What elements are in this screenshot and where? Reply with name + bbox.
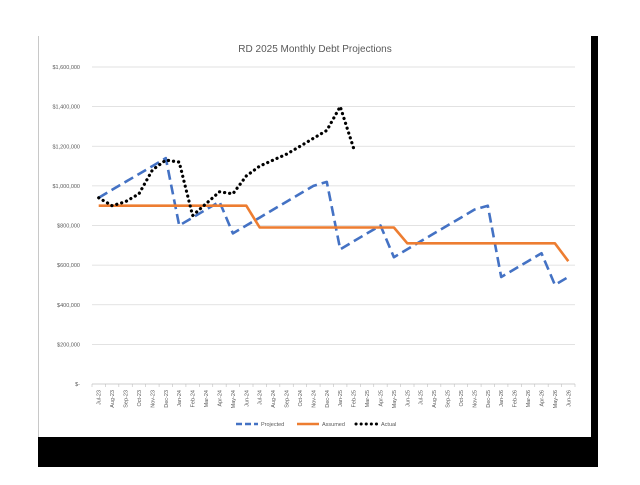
x-tick-label: Jan-25 — [338, 390, 344, 407]
x-tick-label: Feb-26 — [513, 390, 519, 407]
x-tick-label: May-25 — [392, 390, 398, 408]
left-border — [38, 36, 39, 437]
x-axis-tick-labels: Jul-23 Aug-23 Sep-23 Oct-23 Nov-23 Dec-23 Jan-… — [97, 390, 573, 408]
y-tick-label: $800,000 — [57, 224, 80, 230]
x-tick-label: May-26 — [553, 390, 559, 408]
x-tick-label: Jan-24 — [177, 390, 183, 407]
x-tick-label: Nov-25 — [472, 390, 478, 408]
legend: Projected Assumed Actual — [236, 422, 396, 428]
x-tick-label: Apr-26 — [539, 390, 545, 407]
chart-title: RD 2025 Monthly Debt Projections — [238, 44, 391, 55]
x-tick-label: Sep-25 — [446, 390, 452, 408]
series-line-actual — [97, 104, 356, 218]
x-tick-label: Oct-23 — [137, 390, 143, 407]
bottom-black-bar — [38, 437, 598, 467]
x-tick-label: Nov-23 — [150, 390, 156, 408]
y-axis-tick-labels: $- $200,000 $400,000 $600,000 $800,000 $1,000… — [52, 65, 80, 388]
y-tick-label: $1,000,000 — [52, 184, 80, 190]
x-tick-label: Jun-24 — [244, 390, 250, 407]
legend-label: Assumed — [322, 422, 345, 428]
series-line-projected — [98, 156, 569, 287]
series-line-assumed — [98, 204, 570, 262]
y-tick-label: $1,200,000 — [52, 144, 80, 150]
x-tick-label: Dec-25 — [486, 390, 492, 408]
x-tick-label: Dec-23 — [164, 390, 170, 408]
x-tick-label: Nov-24 — [311, 390, 317, 408]
x-tick-label: Oct-25 — [459, 390, 465, 407]
x-tick-label: Mar-24 — [204, 390, 210, 407]
x-tick-label: Jan-26 — [499, 390, 505, 407]
y-tick-label: $- — [75, 382, 80, 388]
x-tick-label: Sep-23 — [124, 390, 130, 408]
x-tick-label: Oct-24 — [298, 390, 304, 407]
x-tick-label: Jul-25 — [419, 390, 425, 405]
x-tick-label: Feb-24 — [191, 390, 197, 407]
y-tick-label: $1,600,000 — [52, 65, 80, 71]
x-tick-label: May-24 — [231, 390, 237, 408]
y-tick-label: $200,000 — [57, 342, 80, 348]
x-tick-label: Aug-25 — [432, 390, 438, 408]
x-tick-label: Dec-24 — [325, 390, 331, 408]
legend-label: Actual — [381, 422, 396, 428]
x-tick-label: Aug-23 — [110, 390, 116, 408]
x-tick-label: Jul-24 — [258, 390, 264, 405]
x-tick-label: Jun-25 — [405, 390, 411, 407]
y-tick-label: $600,000 — [57, 263, 80, 269]
x-tick-label: Apr-24 — [217, 390, 223, 407]
x-tick-label: Mar-25 — [365, 390, 371, 407]
x-tick-label: Sep-24 — [285, 390, 291, 408]
x-tick-label: Jun-26 — [566, 390, 572, 407]
x-tick-label: Aug-24 — [271, 390, 277, 408]
y-tick-label: $400,000 — [57, 303, 80, 309]
x-tick-label: Jul-23 — [97, 390, 103, 405]
x-tick-label: Apr-25 — [378, 390, 384, 407]
x-axis — [91, 383, 576, 387]
y-tick-label: $1,400,000 — [52, 105, 80, 111]
series-lines — [97, 104, 570, 287]
legend-label: Projected — [261, 422, 284, 428]
x-tick-label: Mar-26 — [526, 390, 532, 407]
right-black-bar — [591, 36, 598, 437]
x-tick-label: Feb-25 — [352, 390, 358, 407]
